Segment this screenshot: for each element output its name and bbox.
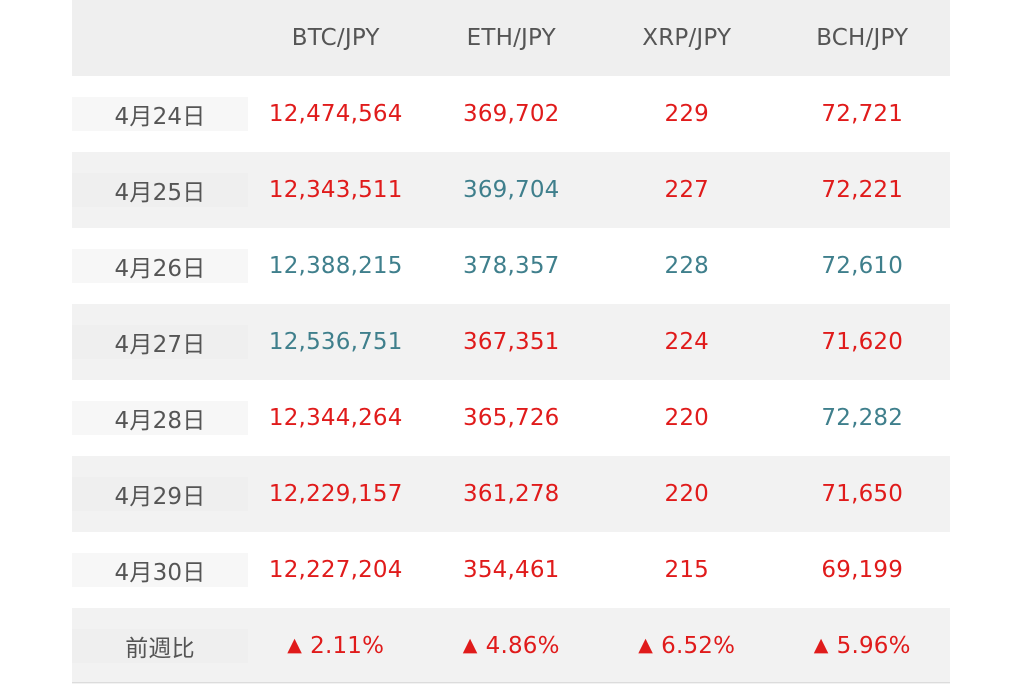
btc-price-cell: 12,227,204 — [268, 557, 403, 583]
triangle-up-icon: ▲ — [638, 634, 654, 656]
btc-change-value: 2.11% — [310, 633, 385, 659]
btc-price-cell: 12,229,157 — [268, 481, 403, 507]
btc-price-cell: 12,344,264 — [268, 405, 403, 431]
eth-price-cell: 378,357 — [462, 253, 560, 279]
column-header-xrp-jpy: XRP/JPY — [642, 25, 732, 51]
table-row: 4月26日 12,388,215 378,357 228 72,610 — [72, 228, 950, 304]
column-header-bch-jpy: BCH/JPY — [816, 25, 909, 51]
table-row: 4月30日 12,227,204 354,461 215 69,199 — [72, 532, 950, 608]
row-date: 4月28日 — [72, 401, 248, 435]
summary-label: 前週比 — [72, 629, 248, 663]
xrp-price-cell: 220 — [664, 481, 709, 507]
bch-price-cell: 71,650 — [821, 481, 904, 507]
eth-change-value: 4.86% — [485, 633, 560, 659]
bch-price-cell: 72,221 — [821, 177, 904, 203]
column-header-eth-jpy: ETH/JPY — [466, 25, 556, 51]
table-row: 4月27日 12,536,751 367,351 224 71,620 — [72, 304, 950, 380]
xrp-price-cell: 227 — [664, 177, 709, 203]
xrp-price-cell: 229 — [664, 101, 709, 127]
bch-weekly-change: ▲ 5.96% — [775, 633, 951, 659]
bch-price-cell: 72,721 — [821, 101, 904, 127]
btc-price-cell: 12,474,564 — [268, 101, 403, 127]
row-date: 4月24日 — [72, 97, 248, 131]
triangle-up-icon: ▲ — [813, 634, 829, 656]
eth-price-cell: 367,351 — [462, 329, 560, 355]
xrp-weekly-change: ▲ 6.52% — [599, 633, 775, 659]
bch-change-value: 5.96% — [836, 633, 911, 659]
column-header-btc-jpy: BTC/JPY — [291, 25, 380, 51]
row-date: 4月30日 — [72, 553, 248, 587]
row-date: 4月25日 — [72, 173, 248, 207]
table-row: 4月28日 12,344,264 365,726 220 72,282 — [72, 380, 950, 456]
bch-price-cell: 71,620 — [821, 329, 904, 355]
bch-price-cell: 72,282 — [821, 405, 904, 431]
eth-price-cell: 369,702 — [462, 101, 560, 127]
row-date: 4月27日 — [72, 325, 248, 359]
summary-row: 前週比 ▲ 2.11% ▲ 4.86% ▲ 6.52% ▲ 5.96% — [72, 608, 950, 684]
bch-price-cell: 72,610 — [821, 253, 904, 279]
eth-price-cell: 365,726 — [462, 405, 560, 431]
xrp-price-cell: 228 — [664, 253, 709, 279]
table-row: 4月25日 12,343,511 369,704 227 72,221 — [72, 152, 950, 228]
table-row: 4月24日 12,474,564 369,702 229 72,721 — [72, 76, 950, 152]
price-table: BTC/JPY ETH/JPY XRP/JPY BCH/JPY 4月24日 12… — [72, 0, 950, 684]
btc-price-cell: 12,536,751 — [268, 329, 403, 355]
xrp-price-cell: 215 — [664, 557, 709, 583]
eth-price-cell: 369,704 — [462, 177, 560, 203]
triangle-up-icon: ▲ — [287, 634, 303, 656]
xrp-change-value: 6.52% — [661, 633, 736, 659]
eth-price-cell: 354,461 — [462, 557, 560, 583]
eth-price-cell: 361,278 — [462, 481, 560, 507]
table-row: 4月29日 12,229,157 361,278 220 71,650 — [72, 456, 950, 532]
xrp-price-cell: 224 — [664, 329, 709, 355]
triangle-up-icon: ▲ — [462, 634, 478, 656]
row-date: 4月29日 — [72, 477, 248, 511]
xrp-price-cell: 220 — [664, 405, 709, 431]
btc-price-cell: 12,388,215 — [268, 253, 403, 279]
bch-price-cell: 69,199 — [821, 557, 904, 583]
btc-weekly-change: ▲ 2.11% — [248, 633, 424, 659]
btc-price-cell: 12,343,511 — [268, 177, 403, 203]
eth-weekly-change: ▲ 4.86% — [424, 633, 600, 659]
header-row: BTC/JPY ETH/JPY XRP/JPY BCH/JPY — [72, 0, 950, 76]
row-date: 4月26日 — [72, 249, 248, 283]
